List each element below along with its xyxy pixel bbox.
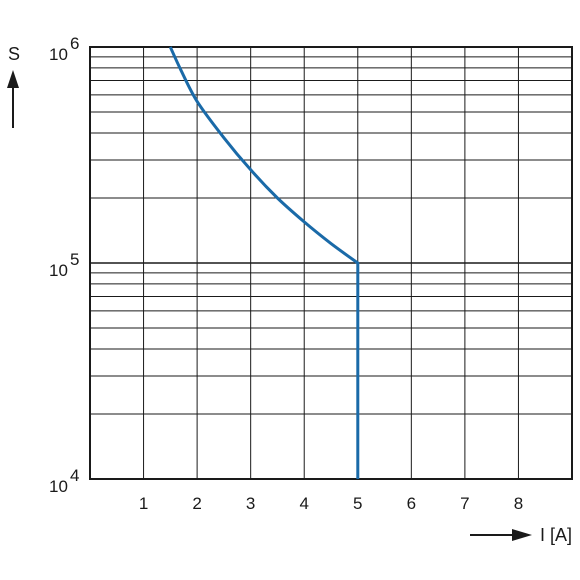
y-tick-label: 104 — [49, 466, 79, 496]
x-tick-label: 8 — [514, 494, 523, 513]
x-tick-label: 7 — [460, 494, 469, 513]
series-line-0 — [168, 46, 360, 479]
y-tick-base: 10 — [49, 477, 68, 496]
plot-frame — [89, 46, 573, 480]
y-tick-label: 105 — [49, 250, 79, 280]
series-layer — [168, 46, 360, 479]
y-tick-label: 106 — [49, 34, 79, 64]
x-axis-label: I [A] — [540, 525, 572, 545]
y-tick-base: 10 — [49, 45, 68, 64]
x-axis-arrow-head — [512, 529, 532, 541]
x-tick-label: 4 — [299, 494, 308, 513]
x-tick-label: 3 — [246, 494, 255, 513]
grid-lines — [90, 47, 573, 479]
x-tick-label: 6 — [407, 494, 416, 513]
y-axis-arrow-head — [7, 70, 19, 88]
y-tick-exponent: 5 — [70, 250, 79, 269]
x-tick-labels: 1 2 3 4 5 6 7 8 — [139, 494, 523, 513]
x-tick-label: 1 — [139, 494, 148, 513]
y-tick-exponent: 4 — [70, 466, 79, 485]
y-axis-label: S — [8, 44, 20, 64]
x-tick-label: 2 — [192, 494, 201, 513]
y-tick-exponent: 6 — [70, 34, 79, 53]
x-tick-label: 5 — [353, 494, 362, 513]
y-tick-base: 10 — [49, 261, 68, 280]
